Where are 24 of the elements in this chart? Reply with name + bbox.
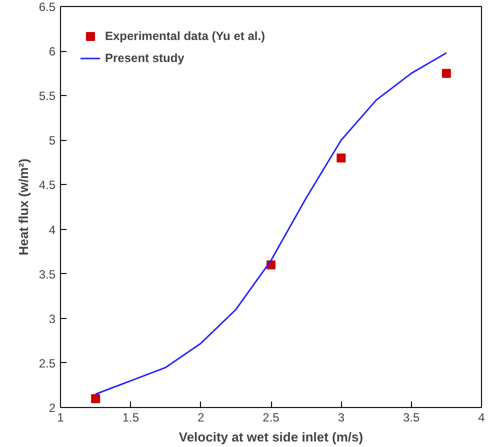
x-tick-label: 3.5	[402, 410, 420, 424]
x-tick-label: 3	[338, 410, 345, 424]
point	[336, 153, 346, 162]
legend-label: Experimental data (Yu et al.)	[105, 29, 266, 43]
y-tick-label: 4	[48, 222, 56, 237]
x-axis-title: Velocity at wet side inlet (m/s)	[178, 430, 364, 444]
x-tick-label: 1.5	[122, 410, 140, 424]
y-tick-label: 5.5	[38, 89, 56, 104]
x-tick-label: 2	[197, 410, 204, 424]
y-tick-label: 5	[48, 134, 56, 148]
y-tick-label: 3.5	[38, 267, 56, 282]
y-axis-title: Heat flux (w/m²)	[16, 158, 31, 256]
y-tick-label: 6	[48, 44, 56, 59]
point	[442, 68, 451, 78]
point	[91, 394, 100, 404]
y-tick-label: 6.5	[38, 0, 56, 14]
legend-label: Present study	[105, 51, 184, 65]
y-tick-label: 4.5	[38, 178, 56, 192]
x-tick-label: 1	[57, 410, 64, 424]
y-tick-label: 2.5	[38, 356, 56, 370]
y-tick-label: 2	[48, 401, 56, 415]
y-tick-label: 3	[48, 312, 56, 326]
x-tick-label: 4	[478, 410, 486, 424]
x-tick-label: 2.5	[262, 410, 280, 424]
